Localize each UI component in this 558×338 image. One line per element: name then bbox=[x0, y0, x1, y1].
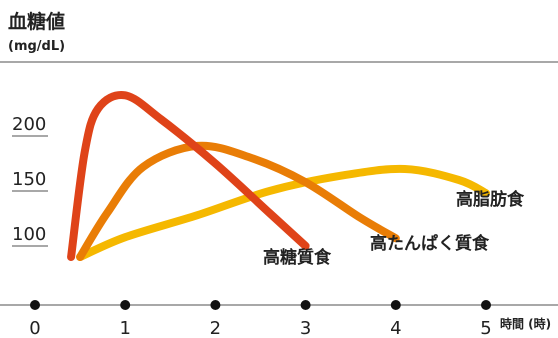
y-tick-label-150: 150 bbox=[12, 169, 46, 190]
x-tick-dot-0 bbox=[30, 300, 40, 310]
x-tick-label-3: 3 bbox=[300, 318, 311, 338]
x-axis-unit: 時間 (時) bbox=[500, 316, 551, 331]
x-tick-dot-3 bbox=[300, 300, 311, 310]
series-label-1: 高たんぱく質食 bbox=[370, 233, 490, 254]
x-axis: 0 1 2 3 4 5 bbox=[29, 300, 492, 338]
series-line-1 bbox=[76, 141, 400, 261]
x-tick-dot-1 bbox=[120, 300, 131, 310]
x-tick-label-0: 0 bbox=[29, 318, 40, 338]
x-tick-label-1: 1 bbox=[119, 318, 130, 338]
y-tick-label-100: 100 bbox=[12, 224, 46, 245]
series-group bbox=[67, 90, 490, 261]
y-axis: 100 150 200 bbox=[12, 114, 48, 247]
series-label-2: 高脂肪食 bbox=[456, 189, 525, 210]
x-tick-dot-4 bbox=[390, 300, 401, 310]
series-label-0: 高糖質食 bbox=[263, 247, 332, 268]
series-line-0 bbox=[67, 90, 310, 261]
series-labels: 高糖質食 高たんぱく質食 高脂肪食 bbox=[263, 189, 525, 268]
x-tick-dot-2 bbox=[210, 300, 221, 310]
y-axis-title: 血糖値 bbox=[8, 10, 65, 33]
series-line-2 bbox=[76, 164, 490, 261]
x-tick-label-5: 5 bbox=[480, 318, 491, 338]
x-tick-label-4: 4 bbox=[390, 318, 401, 338]
y-tick-label-200: 200 bbox=[12, 114, 46, 135]
x-tick-label-2: 2 bbox=[210, 318, 221, 338]
y-axis-unit: (mg/dL) bbox=[8, 39, 65, 54]
x-tick-dot-5 bbox=[481, 300, 491, 310]
